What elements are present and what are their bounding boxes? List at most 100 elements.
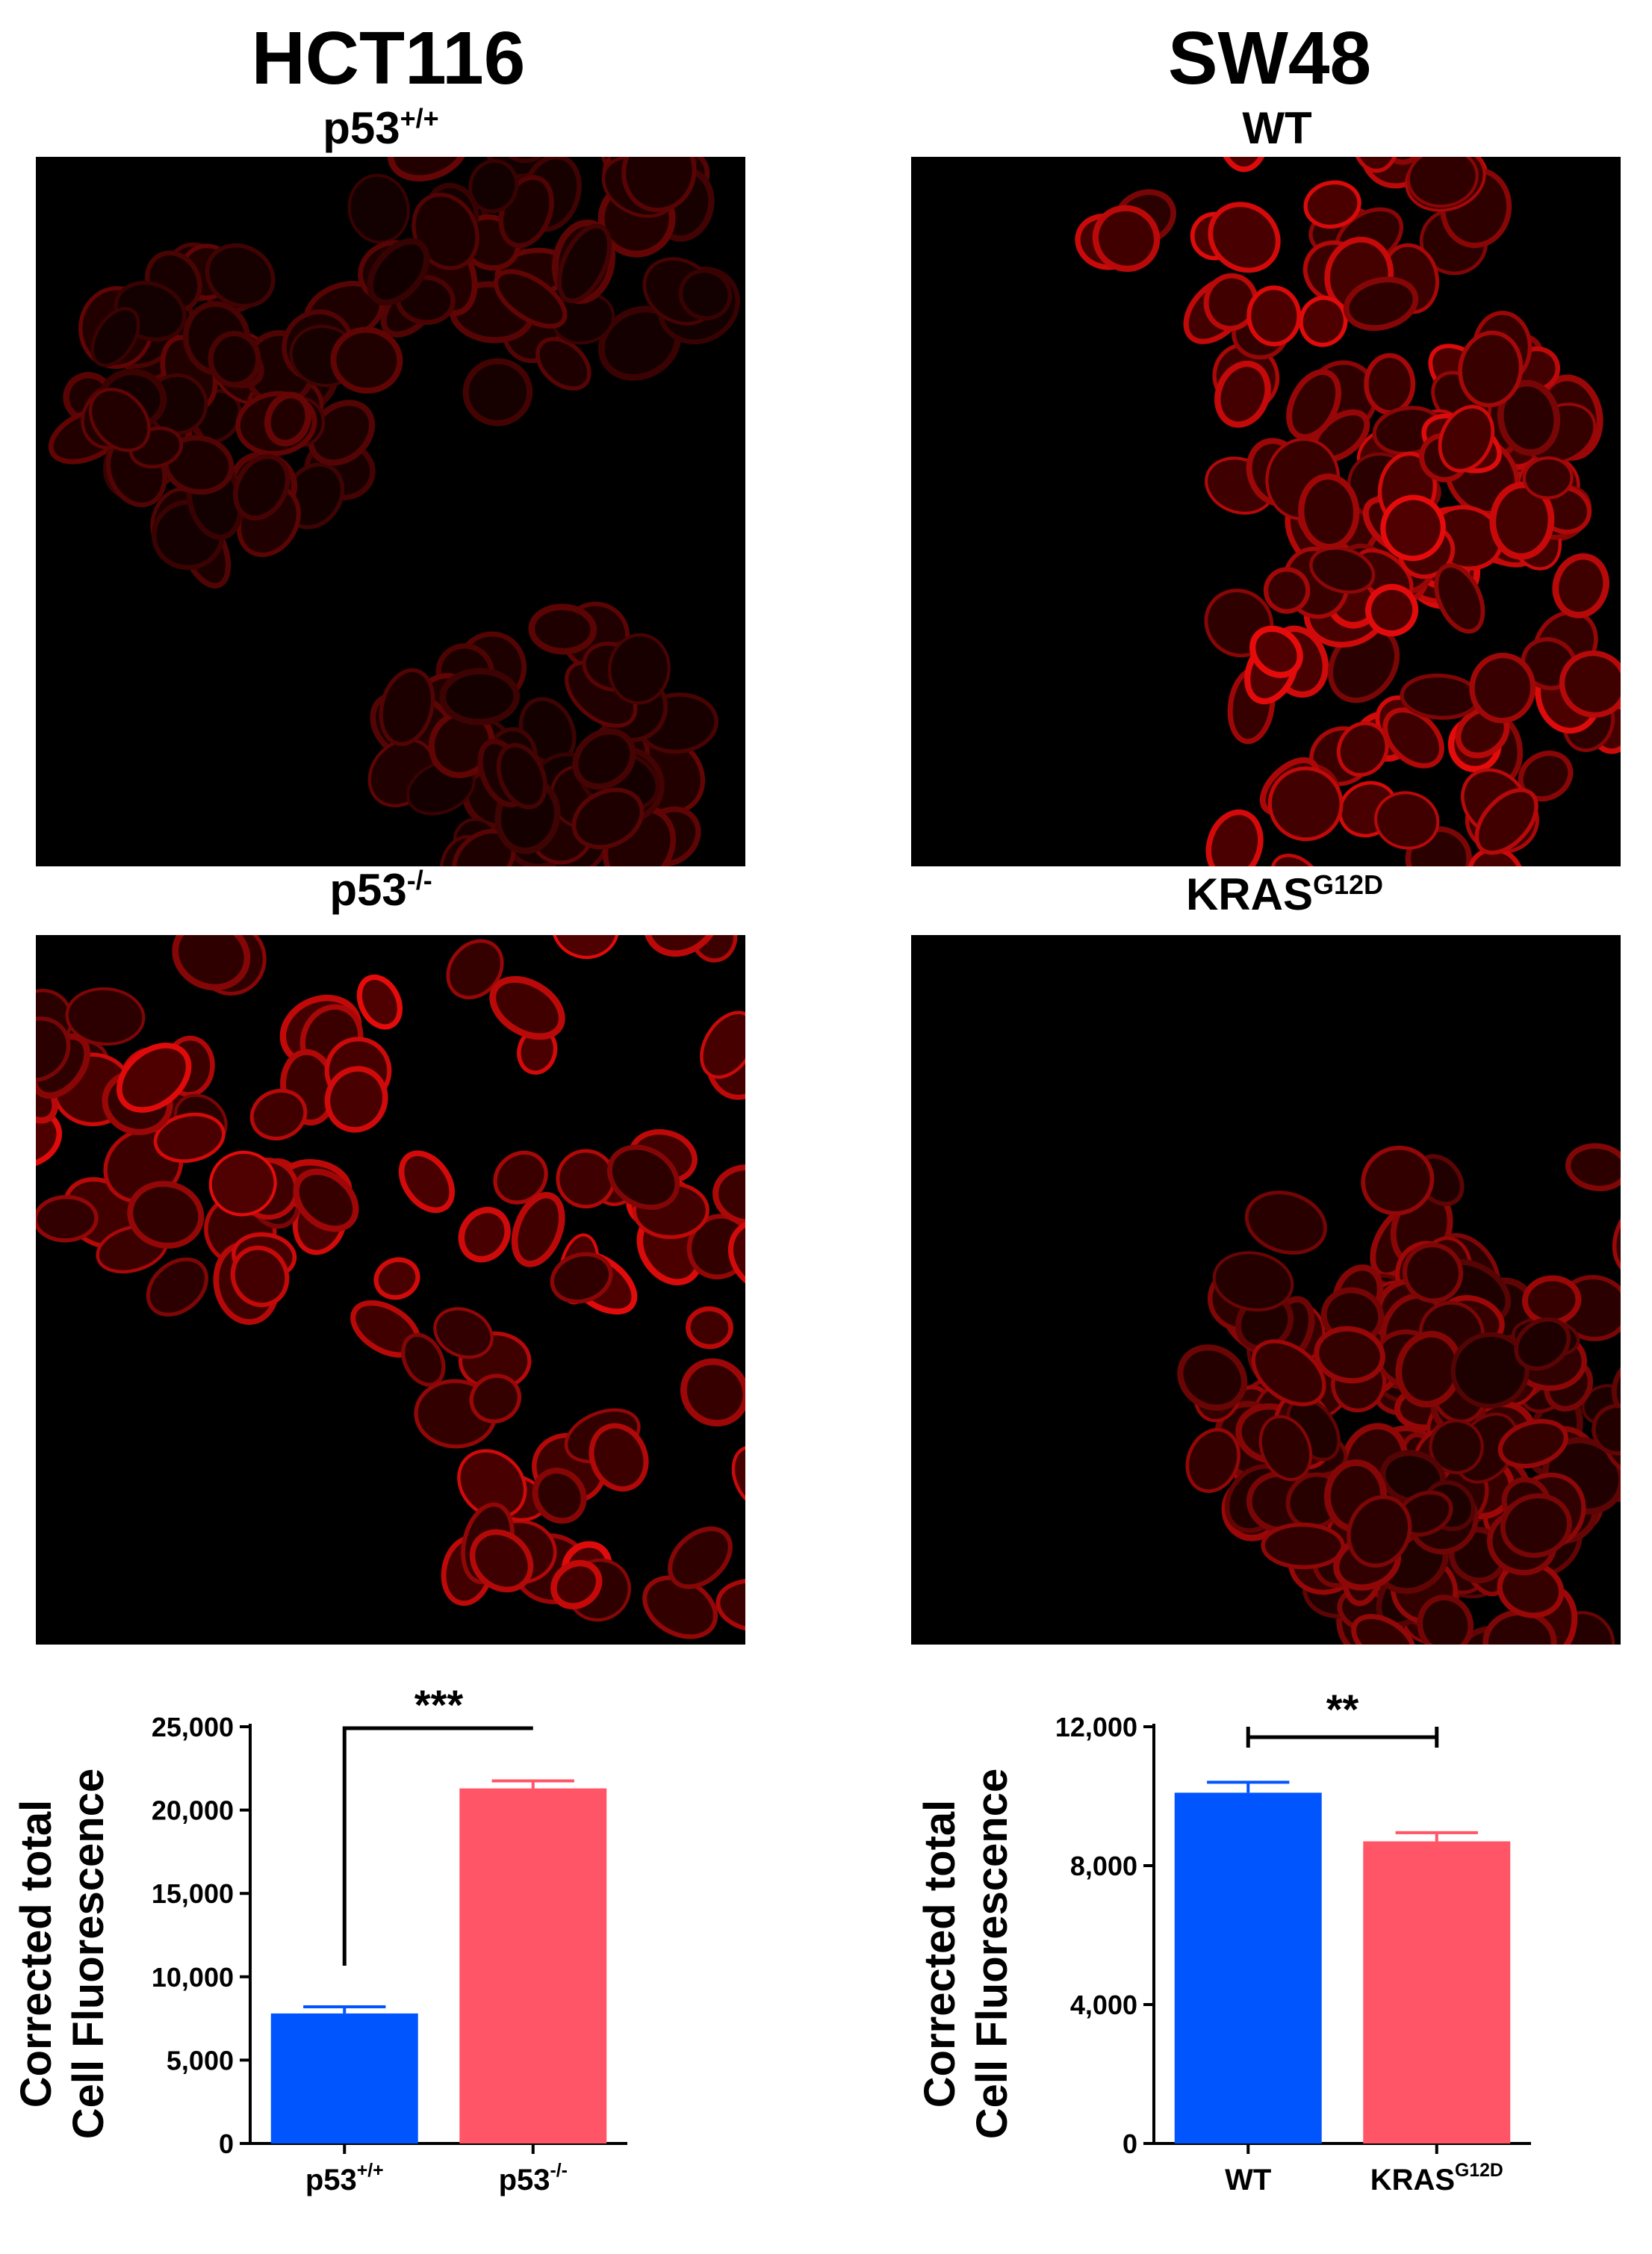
y-tick-label: 25,000 (152, 1712, 234, 1742)
cell-shape (1612, 1198, 1621, 1276)
cell-shape (88, 388, 151, 453)
cell-shape (230, 1245, 290, 1308)
panel-label-sup: -/- (406, 865, 432, 895)
cell-shape (700, 1010, 745, 1079)
cell-shape (489, 975, 565, 1040)
cell-shape (1474, 788, 1538, 855)
y-axis-label-line: Corrected total (916, 1800, 964, 2108)
cell-shape (208, 330, 261, 388)
cell-shape (1469, 652, 1536, 724)
cell-shape (1552, 553, 1609, 618)
cell-shape (458, 1206, 511, 1263)
cell-shape (715, 1578, 745, 1633)
y-tick-label: 8,000 (1070, 1851, 1137, 1881)
cell-shape (1217, 157, 1270, 173)
cell-shape (680, 1358, 745, 1427)
cell-shape (457, 1449, 527, 1519)
cell-shape (1267, 766, 1344, 842)
cell-shape (469, 1529, 534, 1593)
cell-shape (731, 1445, 745, 1510)
cell-shape (1261, 1522, 1346, 1570)
cell-shape (1514, 1317, 1571, 1371)
cell-shape (1177, 1344, 1248, 1411)
cell-shape (1246, 285, 1302, 347)
cell-shape (535, 337, 591, 391)
cell-shape (550, 1559, 603, 1609)
cell-shape (172, 935, 251, 991)
cell-shape (127, 1181, 205, 1249)
cell-shape (1351, 1614, 1417, 1645)
y-tick-label: 12,000 (1055, 1712, 1137, 1742)
x-tick-label-sup: G12D (1455, 2161, 1503, 2181)
panel-label-base: p53 (323, 103, 400, 153)
y-tick-label: 4,000 (1070, 1990, 1137, 2020)
y-axis-label: Corrected total Cell Fluorescence (12, 1769, 113, 2139)
cell-shape (621, 157, 697, 213)
bar-chart-sw48: Corrected total Cell Fluorescence 0 4,000 8,… (904, 1686, 1651, 2241)
cell-shape (608, 633, 671, 705)
cell-shape (1214, 360, 1271, 428)
cell-shape (324, 1066, 388, 1133)
significance-line (342, 1726, 533, 1966)
cell-shape (1380, 494, 1446, 562)
cell-shape (551, 935, 620, 960)
cell-shape (727, 1218, 745, 1294)
cell-shape (90, 307, 140, 367)
cell-shape (496, 742, 547, 810)
cell-shape (208, 1150, 277, 1217)
cell-shape (1309, 546, 1376, 594)
cell-shape (1382, 707, 1444, 769)
bar-chart-hct116: Corrected total Cell Fluorescence 0 5,000 10… (0, 1681, 747, 2241)
cell-shape (1361, 1145, 1435, 1216)
x-tick-label-sup: -/- (550, 2161, 568, 2181)
cell-shape (1208, 202, 1281, 273)
cell-shape (572, 728, 636, 790)
panel-label-p53-null: p53-/- (232, 865, 530, 915)
x-tick-label: p53+/+ (305, 2161, 384, 2196)
cell-shape (356, 974, 403, 1030)
panel-label-wt: WT (1128, 106, 1426, 151)
cell-shape (678, 268, 733, 320)
cell-shape (493, 269, 568, 329)
panel-label-base: p53 (329, 865, 407, 915)
cell-shape (36, 1016, 71, 1082)
cell-shape (511, 1191, 565, 1267)
cell-shape (367, 237, 430, 306)
cell-shape (668, 1526, 733, 1589)
cell-shape (373, 1257, 420, 1300)
y-tick-label: 15,000 (152, 1878, 234, 1909)
significance-bracket: ** (1246, 1686, 1439, 1748)
column-title-sw48: SW48 (1167, 16, 1372, 100)
y-tick-label: 0 (1122, 2129, 1137, 2159)
cell-shape (264, 391, 312, 447)
cell-shape (1270, 854, 1324, 866)
cell-shape (468, 158, 519, 214)
cell-shape (1438, 405, 1495, 473)
x-tick-label: KRASG12D (1370, 2161, 1503, 2196)
panel-label-base: WT (1242, 103, 1312, 153)
cell-shape (462, 358, 533, 426)
cell-shape (1263, 567, 1311, 614)
cell-shape (1212, 1251, 1294, 1311)
bar (1363, 1841, 1511, 2143)
cell-shape (1364, 353, 1416, 415)
panel-label-kras-g12d: KRASG12D (1135, 872, 1434, 917)
cell-shape (293, 1168, 359, 1232)
x-tick-label: p53-/- (499, 2161, 568, 2196)
cell-shape (330, 326, 403, 394)
x-tick-label-base: p53 (305, 2164, 357, 2196)
cell-shape (146, 1257, 209, 1317)
bar (1174, 1792, 1322, 2143)
cell-shape (1244, 1190, 1327, 1255)
cell-shape (433, 1307, 494, 1359)
cell-shape (307, 400, 376, 466)
micrograph-hct116-p53-null (36, 935, 745, 1645)
cell-shape (1497, 1418, 1568, 1469)
chart-svg: Corrected total Cell Fluorescence 0 4,000 8,… (916, 1686, 1531, 2196)
cell-shape (1205, 809, 1264, 866)
panel-label-sup: G12D (1312, 869, 1384, 900)
cell-shape (1500, 1493, 1572, 1558)
cell-shape (65, 987, 146, 1046)
y-axis-label-line: Corrected total (12, 1800, 60, 2108)
cell-shape (550, 1252, 613, 1304)
